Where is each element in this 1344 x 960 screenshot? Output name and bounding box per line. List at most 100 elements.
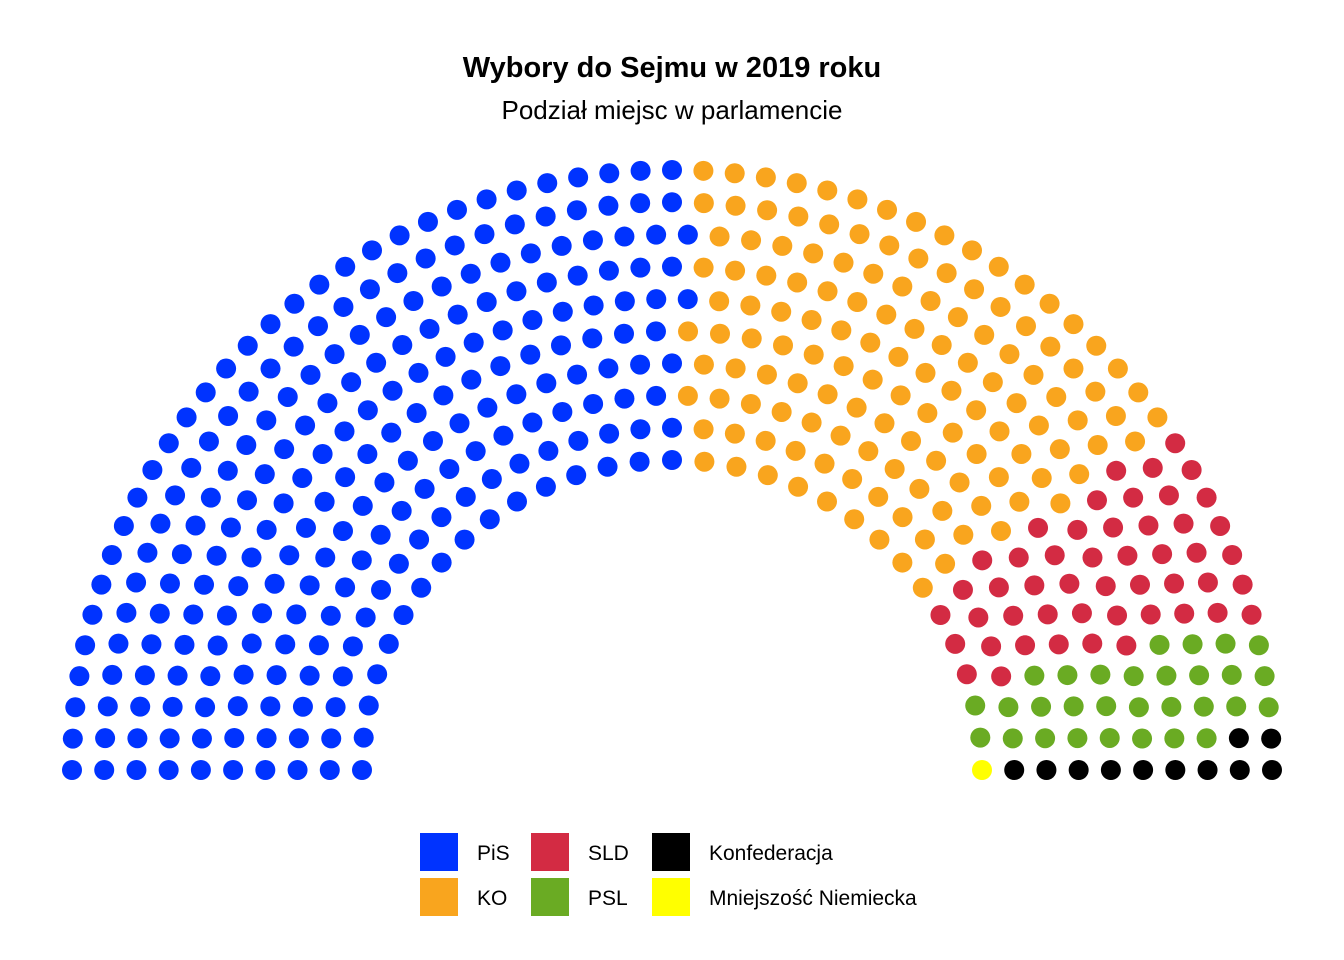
seat-psl <box>965 695 986 716</box>
seat-pis <box>359 279 380 300</box>
legend-swatch-pis <box>420 833 458 871</box>
seat-pis <box>463 332 484 353</box>
seat-pis <box>134 665 155 686</box>
seat-pis <box>65 697 86 718</box>
seat-sld <box>1197 572 1218 593</box>
seat-pis <box>630 354 651 375</box>
seat-pis <box>198 431 219 452</box>
seat-ko <box>917 403 938 424</box>
seat-pis <box>130 696 151 717</box>
seat-ko <box>1105 406 1126 426</box>
seat-psl <box>970 727 991 748</box>
seat-sld <box>930 605 951 625</box>
seat-pis <box>165 485 186 506</box>
seat-pis <box>266 665 287 686</box>
seat-ko <box>846 397 867 418</box>
seat-pis <box>295 415 316 436</box>
seat-pis <box>597 456 618 477</box>
seat-pis <box>646 385 667 406</box>
seat-pis <box>630 419 651 440</box>
seat-ko <box>740 295 761 316</box>
legend-label-mniejszo-niemiecka: Mniejszość Niemiecka <box>709 887 917 910</box>
seat-pis <box>227 696 248 717</box>
seat-pis <box>474 224 495 245</box>
seat-pis <box>662 417 682 438</box>
seat-konfederacja <box>1068 760 1089 780</box>
seat-pis <box>314 491 335 512</box>
seat-pis <box>662 192 682 213</box>
seat-pis <box>320 605 341 626</box>
seat-pis <box>567 364 588 385</box>
seat-pis <box>677 289 698 310</box>
legend-label-pis: PiS <box>477 842 510 865</box>
seat-ko <box>693 354 714 375</box>
seat-ko <box>926 450 947 471</box>
seat-pis <box>409 529 430 550</box>
seat-ko <box>1087 435 1108 456</box>
seat-psl <box>1156 665 1177 686</box>
seat-sld <box>981 636 1002 657</box>
seat-ko <box>884 458 905 479</box>
seat-ko <box>1023 364 1044 385</box>
seat-pis <box>362 240 382 261</box>
seat-ko <box>817 180 838 201</box>
seat-sld <box>1067 519 1088 540</box>
seat-sld <box>1095 576 1116 597</box>
seat-ko <box>710 323 730 344</box>
seat-ko <box>833 252 854 273</box>
seat-pis <box>433 385 454 406</box>
seat-pis <box>335 256 356 277</box>
chart-subtitle: Podział miejsc w parlamencie <box>501 95 842 125</box>
seat-ko <box>741 230 762 251</box>
seat-ko <box>1049 439 1070 460</box>
seat-sld <box>956 664 977 685</box>
seat-ko <box>819 214 840 235</box>
seat-sld <box>972 550 993 571</box>
seat-ko <box>773 335 794 356</box>
legend-swatch-ko <box>420 878 458 916</box>
seat-pis <box>414 478 435 499</box>
seat-psl <box>1149 634 1170 655</box>
seat-ko <box>725 358 746 379</box>
seat-pis <box>236 435 257 456</box>
seat-pis <box>662 160 682 180</box>
seat-pis <box>352 495 373 516</box>
seat-pis <box>630 193 651 214</box>
seat-sld <box>1152 544 1173 565</box>
seat-pis <box>552 401 573 422</box>
seat-psl <box>1031 696 1052 717</box>
seat-sld <box>1082 547 1103 568</box>
seat-ko <box>888 346 909 367</box>
seat-pis <box>241 633 262 654</box>
seat-ko <box>1067 410 1088 431</box>
seat-psl <box>998 697 1019 718</box>
seat-pis <box>551 235 572 256</box>
seat-sld <box>1158 485 1179 506</box>
seat-sld <box>991 666 1012 687</box>
seat-psl <box>1128 697 1149 718</box>
seat-pis <box>218 406 239 426</box>
seat-pis <box>566 200 587 221</box>
seat-ko <box>982 372 1003 393</box>
seat-pis <box>159 573 180 594</box>
seat-psl <box>1123 666 1144 687</box>
seat-ko <box>693 160 714 181</box>
seat-pis <box>389 225 410 246</box>
seat-pis <box>506 281 527 302</box>
seat-sld <box>1164 573 1185 594</box>
seat-ko <box>991 520 1011 541</box>
seat-ko <box>740 393 761 414</box>
seat-sld <box>1174 603 1195 624</box>
seat-pis <box>435 346 456 367</box>
seat-ko <box>785 440 806 461</box>
seat-pis <box>374 472 395 493</box>
seat-pis <box>490 252 511 273</box>
seat-pis <box>583 295 604 316</box>
legend-label-konfederacja: Konfederacja <box>709 842 833 865</box>
seat-ko <box>974 324 995 345</box>
seat-pis <box>158 433 179 454</box>
seat-pis <box>194 574 215 595</box>
seat-pis <box>127 728 148 749</box>
seat-pis <box>181 457 202 478</box>
